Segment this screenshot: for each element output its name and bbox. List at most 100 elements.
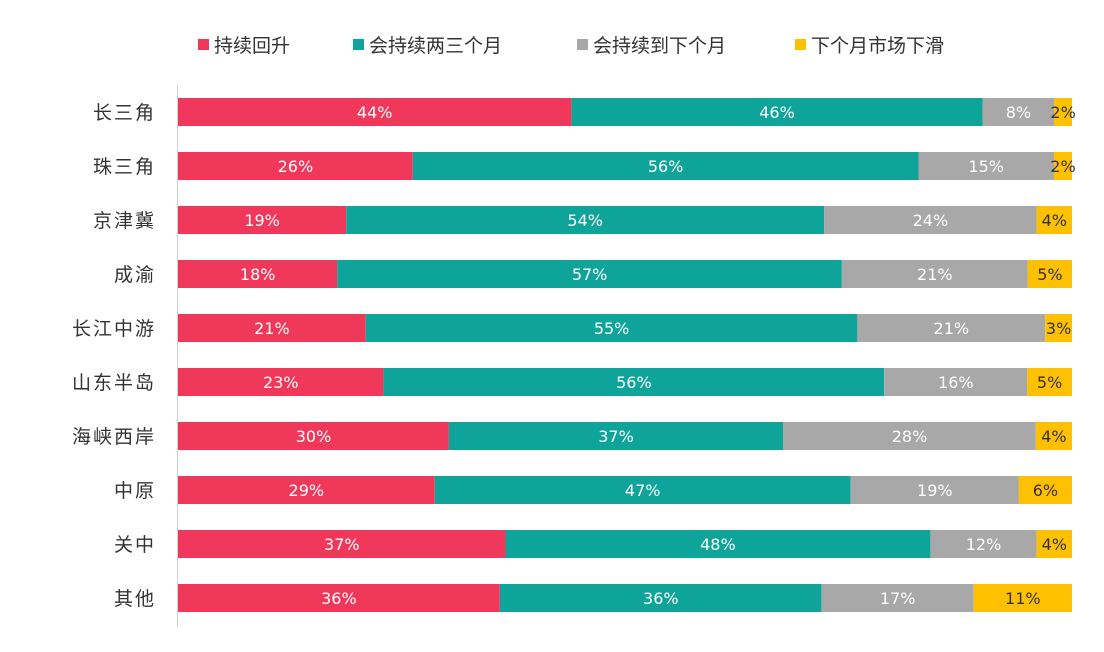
bar-segment xyxy=(178,476,435,504)
data-label: 16% xyxy=(938,373,974,392)
data-label: 5% xyxy=(1037,265,1062,284)
data-label: 19% xyxy=(244,211,280,230)
bar-segment xyxy=(857,314,1046,342)
data-label: 21% xyxy=(917,265,953,284)
bar-row: 海峡西岸 30% 37% 28% 4% xyxy=(72,422,1072,450)
data-label: 44% xyxy=(357,103,393,122)
legend-label: 持续回升 xyxy=(214,35,290,57)
bar-segment xyxy=(1045,314,1072,342)
data-label: 8% xyxy=(1006,103,1031,122)
bar-segment xyxy=(505,530,931,558)
bar-segment xyxy=(982,98,1055,126)
bar-segment xyxy=(178,98,572,126)
data-label: 56% xyxy=(616,373,652,392)
data-label: 21% xyxy=(254,319,290,338)
bar-segment xyxy=(434,476,851,504)
category-label: 京津冀 xyxy=(93,210,156,232)
category-label: 珠三角 xyxy=(93,156,156,178)
legend-swatch xyxy=(577,39,588,50)
bar-row: 长江中游 21% 55% 21% 3% xyxy=(72,314,1072,342)
data-label: 5% xyxy=(1037,373,1062,392)
legend-label: 会持续两三个月 xyxy=(369,35,502,57)
legend-label: 下个月市场下滑 xyxy=(811,35,944,57)
category-label: 长江中游 xyxy=(72,318,156,340)
data-label: 26% xyxy=(278,157,314,176)
bar-segment xyxy=(918,152,1054,180)
data-label: 28% xyxy=(892,427,928,446)
data-label: 6% xyxy=(1033,481,1058,500)
bar-segment xyxy=(930,530,1037,558)
bar-row: 成渝 18% 57% 21% 5% xyxy=(114,260,1072,288)
plot-area: 长三角 44% 46% 8% 2% 珠三角 26% 56% 15% 2% 京津冀 19% 54% 24% 4… xyxy=(72,98,1076,612)
bar-segment xyxy=(178,368,384,396)
data-label: 57% xyxy=(572,265,608,284)
bar-segment xyxy=(973,584,1072,612)
data-label: 2% xyxy=(1050,157,1075,176)
data-label: 4% xyxy=(1042,535,1067,554)
data-label: 17% xyxy=(880,589,916,608)
data-label: 2% xyxy=(1050,103,1075,122)
data-label: 4% xyxy=(1041,427,1066,446)
category-label: 成渝 xyxy=(114,264,156,286)
bar-row: 山东半岛 23% 56% 16% 5% xyxy=(72,368,1072,396)
bar-segment xyxy=(1053,152,1072,180)
bar-segment xyxy=(178,206,347,234)
bar-segment xyxy=(1036,530,1072,558)
data-label: 47% xyxy=(625,481,661,500)
legend-label: 会持续到下个月 xyxy=(593,35,726,57)
data-label: 37% xyxy=(598,427,634,446)
legend-swatch xyxy=(198,39,209,50)
category-label: 其他 xyxy=(114,588,156,610)
data-label: 55% xyxy=(594,319,630,338)
data-label: 54% xyxy=(567,211,603,230)
bar-segment xyxy=(337,260,842,288)
bar-row: 关中 37% 48% 12% 4% xyxy=(114,530,1072,558)
bar-segment xyxy=(178,530,506,558)
data-label: 46% xyxy=(759,103,795,122)
category-label: 海峡西岸 xyxy=(72,426,156,448)
bar-segment xyxy=(499,584,822,612)
data-label: 23% xyxy=(263,373,299,392)
bar-segment xyxy=(1036,206,1072,234)
data-label: 21% xyxy=(934,319,970,338)
bar-segment xyxy=(178,152,413,180)
bar-row: 长三角 44% 46% 8% 2% xyxy=(93,98,1076,126)
bar-segment xyxy=(1035,422,1072,450)
data-label: 37% xyxy=(324,535,360,554)
legend-swatch xyxy=(353,39,364,50)
bar-segment xyxy=(178,422,449,450)
bar-row: 中原 29% 47% 19% 6% xyxy=(114,476,1072,504)
bar-segment xyxy=(346,206,825,234)
bar-segment xyxy=(178,314,366,342)
data-label: 48% xyxy=(700,535,736,554)
data-label: 36% xyxy=(321,589,357,608)
bar-segment xyxy=(821,584,974,612)
category-label: 中原 xyxy=(114,480,156,502)
data-label: 12% xyxy=(966,535,1002,554)
bar-segment xyxy=(841,260,1028,288)
bar-row: 京津冀 19% 54% 24% 4% xyxy=(93,206,1072,234)
bar-segment xyxy=(178,260,338,288)
category-label: 长三角 xyxy=(93,102,156,124)
bar-segment xyxy=(884,368,1028,396)
category-label: 山东半岛 xyxy=(72,372,156,394)
bar-segment xyxy=(1027,368,1072,396)
legend-item: 会持续到下个月 xyxy=(577,35,726,57)
bar-segment xyxy=(824,206,1037,234)
bar-segment xyxy=(448,422,783,450)
data-label: 24% xyxy=(913,211,949,230)
bar-segment xyxy=(571,98,983,126)
legend-item: 下个月市场下滑 xyxy=(795,35,944,57)
bar-segment xyxy=(383,368,885,396)
bar-segment xyxy=(365,314,858,342)
bar-row: 珠三角 26% 56% 15% 2% xyxy=(93,152,1076,180)
data-label: 30% xyxy=(296,427,332,446)
data-label: 18% xyxy=(240,265,276,284)
legend-item: 持续回升 xyxy=(198,35,290,57)
bar-segment xyxy=(783,422,1036,450)
bar-segment xyxy=(850,476,1019,504)
legend-swatch xyxy=(795,39,806,50)
data-label: 29% xyxy=(289,481,325,500)
legend: 持续回升 会持续两三个月 会持续到下个月 下个月市场下滑 xyxy=(198,35,944,57)
